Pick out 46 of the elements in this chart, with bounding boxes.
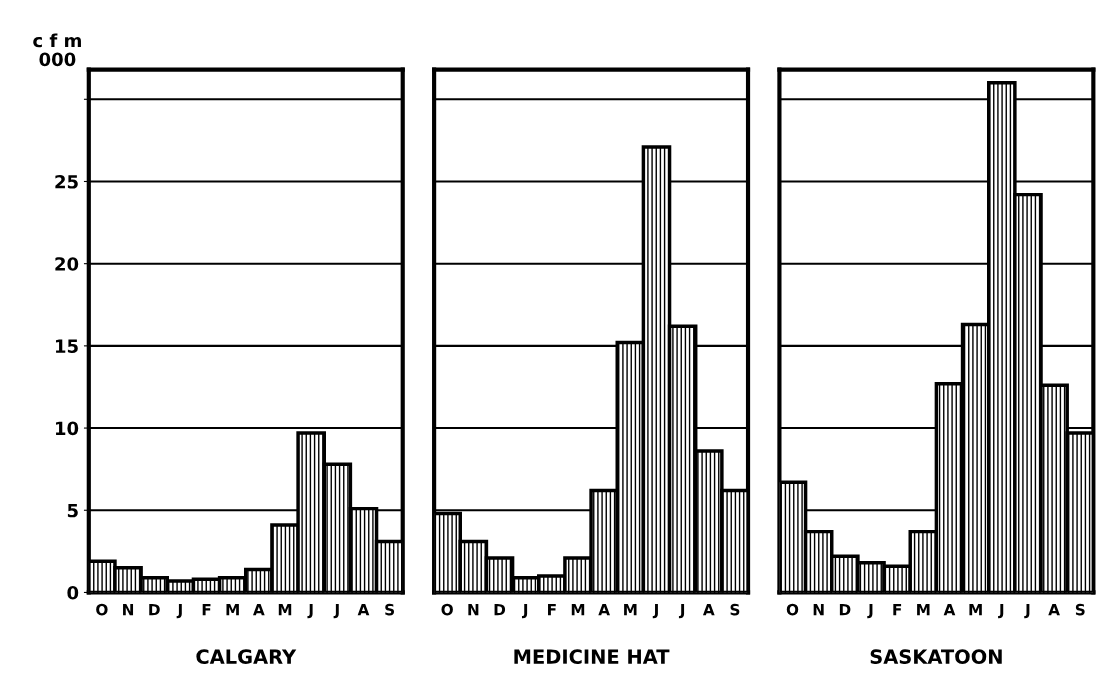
x-tick-label: A	[253, 604, 265, 616]
x-tick-label: O	[96, 603, 108, 616]
y-tick-label: 15	[55, 339, 78, 353]
x-tick-label: J	[307, 604, 313, 619]
x-tick-label: M	[969, 604, 982, 616]
x-tick-label: A	[702, 604, 715, 616]
x-tick-label: O	[441, 603, 453, 616]
x-axis-title: SASKATOON	[870, 649, 1002, 664]
y-axis-title: c f m 000	[33, 33, 81, 67]
x-tick-label: D	[494, 604, 506, 616]
x-tick-label: M	[571, 604, 585, 616]
y-tick-label: 0	[67, 585, 79, 600]
y-tick-label: 5	[67, 503, 78, 518]
y-tick-label: 10	[55, 421, 79, 436]
x-tick-label: D	[839, 604, 851, 616]
x-tick-label: F	[893, 604, 902, 616]
x-tick-label: J	[333, 604, 339, 619]
x-tick-label: J	[1024, 604, 1030, 619]
x-tick-label: J	[998, 604, 1004, 619]
x-tick-label: S	[1075, 603, 1085, 616]
x-tick-label: S	[385, 603, 395, 616]
x-tick-label: D	[149, 604, 160, 616]
x-tick-label: S	[730, 603, 740, 616]
x-tick-label: J	[176, 604, 182, 619]
x-tick-label: M	[624, 604, 637, 616]
x-tick-label: A	[943, 604, 956, 616]
x-tick-label: A	[598, 604, 610, 616]
x-axis-title: CALGARY	[196, 649, 297, 664]
x-tick-label: F	[202, 604, 211, 616]
x-tick-label: N	[468, 604, 479, 616]
x-tick-label: A	[357, 604, 370, 616]
x-tick-label: M	[226, 604, 239, 616]
x-tick-label: A	[1048, 604, 1060, 616]
x-tick-label: F	[548, 604, 556, 616]
x-tick-label: J	[652, 604, 658, 619]
y-tick-label: 20	[55, 257, 79, 271]
x-tick-label: O	[786, 603, 799, 616]
x-axis-title: MEDICINE HAT	[514, 649, 670, 664]
x-tick-label: M	[917, 604, 930, 616]
x-tick-label: J	[867, 604, 873, 619]
x-tick-label: N	[123, 604, 134, 616]
x-tick-label: M	[278, 604, 292, 616]
y-tick-label: 25	[55, 174, 78, 189]
x-tick-label: N	[813, 604, 824, 616]
x-tick-label: J	[521, 604, 528, 619]
x-tick-label: J	[678, 604, 685, 619]
